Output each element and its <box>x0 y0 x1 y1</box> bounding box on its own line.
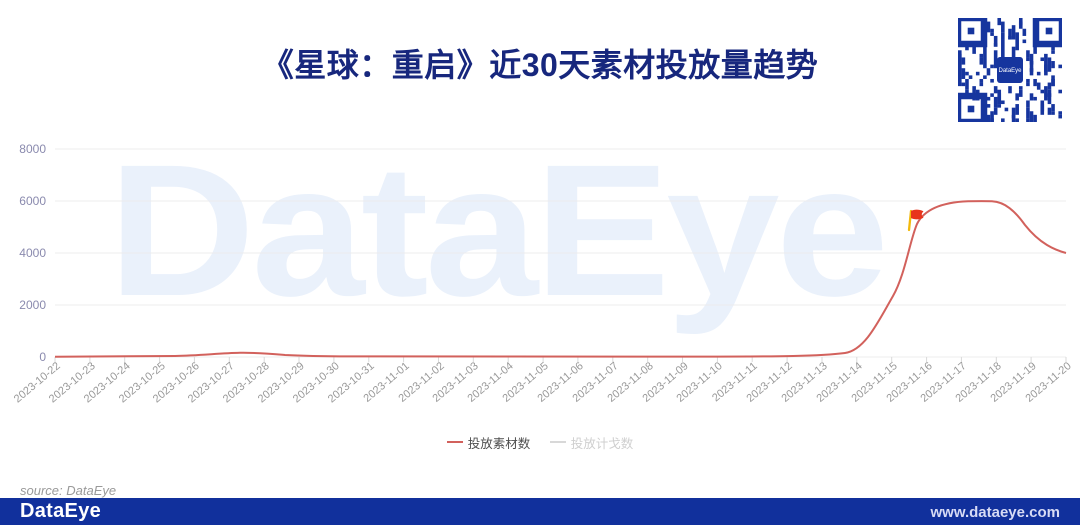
svg-text:2000: 2000 <box>19 298 46 312</box>
svg-text:8000: 8000 <box>19 142 46 156</box>
svg-text:0: 0 <box>39 350 46 364</box>
svg-text:6000: 6000 <box>19 194 46 208</box>
svg-text:4000: 4000 <box>19 246 46 260</box>
